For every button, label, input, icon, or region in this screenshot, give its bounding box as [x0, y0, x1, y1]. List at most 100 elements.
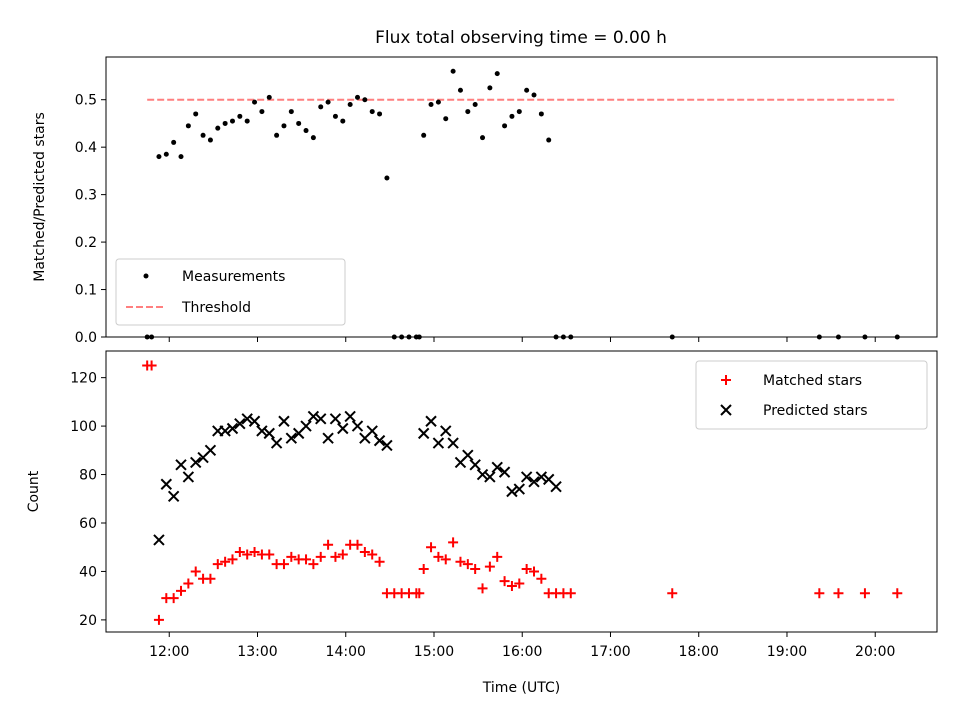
bottom-legend: Matched stars Predicted stars: [695, 360, 928, 430]
top-plot-area: [144, 68, 900, 340]
top-ytick-label: 0.2: [75, 235, 97, 251]
predicted-point: [381, 439, 393, 452]
matched-point: [146, 360, 157, 371]
measurement-point: [318, 104, 324, 110]
measurement-point: [443, 116, 449, 122]
matched-point: [536, 573, 547, 584]
matched-point: [234, 547, 245, 558]
bottom-ytick-label: 40: [79, 564, 97, 580]
predicted-point: [513, 483, 526, 495]
top-ytick-label: 0.5: [75, 93, 97, 109]
measurement-point: [200, 132, 206, 138]
matched-point: [374, 556, 385, 567]
legend-matched-label: Matched stars: [763, 373, 862, 389]
predicted-point: [315, 413, 327, 425]
legend-matched-marker: [721, 375, 731, 385]
measurement-point: [296, 120, 302, 126]
measurement-point: [215, 125, 221, 131]
bottom-ytick-label: 120: [70, 371, 97, 387]
matched-point: [833, 588, 844, 599]
measurement-point: [428, 101, 434, 107]
matched-point: [176, 585, 187, 596]
matched-point: [286, 551, 297, 562]
bottom-axes-frame: [105, 350, 938, 633]
measurement-point: [171, 139, 177, 145]
measurement-point: [207, 137, 213, 143]
matched-point: [667, 588, 678, 599]
predicted-point: [506, 485, 518, 498]
matched-point: [455, 556, 466, 567]
predicted-point: [520, 471, 533, 483]
matched-point: [330, 551, 341, 562]
matched-point: [462, 559, 473, 570]
measurement-point: [259, 109, 265, 115]
chart-title: Flux total observing time = 0.00 h: [375, 28, 667, 48]
bottom-ytick-label: 80: [79, 468, 97, 484]
matched-point: [249, 547, 260, 558]
predicted-point: [285, 432, 298, 444]
measurement-point: [156, 154, 162, 160]
predicted-point: [307, 410, 320, 423]
measurement-point: [347, 101, 353, 107]
matched-point: [492, 551, 503, 562]
predicted-point: [226, 422, 239, 435]
bottom-panel: 20 40 60 80 100 120 12:00 13:00 14:00 15:00 16:00 1…: [26, 350, 938, 696]
matched-point: [205, 573, 216, 584]
bottom-xtick-label: 17:00: [590, 644, 630, 660]
matched-point: [308, 559, 319, 570]
bottom-xtick-label: 16:00: [502, 644, 542, 660]
matched-point: [477, 583, 488, 594]
predicted-point: [447, 437, 459, 449]
predicted-point: [160, 478, 173, 490]
predicted-point: [219, 425, 231, 437]
legend-measurements-label: Measurements: [182, 269, 285, 285]
bottom-xtick-label: 15:00: [414, 644, 454, 660]
top-ytick-label: 0.0: [75, 330, 97, 346]
measurement-point: [384, 175, 390, 181]
legend-predicted-marker: [720, 404, 732, 416]
predicted-point: [300, 420, 312, 432]
predicted-point: [535, 471, 548, 483]
matched-point: [212, 559, 223, 570]
measurement-point: [524, 87, 530, 93]
legend-predicted-label: Predicted stars: [763, 403, 868, 419]
predicted-point: [204, 444, 217, 457]
predicted-point: [278, 415, 290, 427]
predicted-point: [476, 468, 489, 481]
measurement-point: [281, 123, 287, 129]
predicted-point: [469, 459, 481, 471]
bottom-ytick-label: 20: [79, 613, 97, 629]
matched-point: [418, 564, 429, 575]
predicted-point: [432, 437, 445, 449]
measurement-point: [178, 154, 184, 160]
matched-point: [426, 542, 437, 553]
matched-point: [514, 578, 525, 589]
matched-point: [168, 593, 179, 604]
measurement-point: [546, 137, 552, 143]
measurement-point: [472, 101, 478, 107]
top-axes-frame: [105, 56, 938, 338]
matched-point: [521, 564, 532, 575]
predicted-point: [425, 415, 437, 427]
measurement-point: [310, 135, 316, 141]
matched-point: [301, 554, 312, 565]
matched-point: [315, 551, 326, 562]
matched-point: [565, 588, 576, 599]
matched-point: [337, 549, 348, 560]
predicted-point: [498, 466, 511, 478]
matched-point: [448, 537, 459, 548]
measurement-point: [340, 118, 346, 124]
top-legend-box: [115, 258, 346, 326]
top-legend: Measurements Threshold: [115, 258, 346, 326]
matched-point: [470, 564, 481, 575]
measurement-point: [193, 111, 199, 117]
predicted-point: [550, 480, 562, 493]
measurement-point: [531, 92, 537, 98]
predicted-point: [366, 425, 378, 437]
predicted-point: [256, 425, 268, 437]
matched-point: [814, 588, 825, 599]
predicted-point: [234, 417, 246, 430]
measurement-point: [332, 113, 338, 119]
